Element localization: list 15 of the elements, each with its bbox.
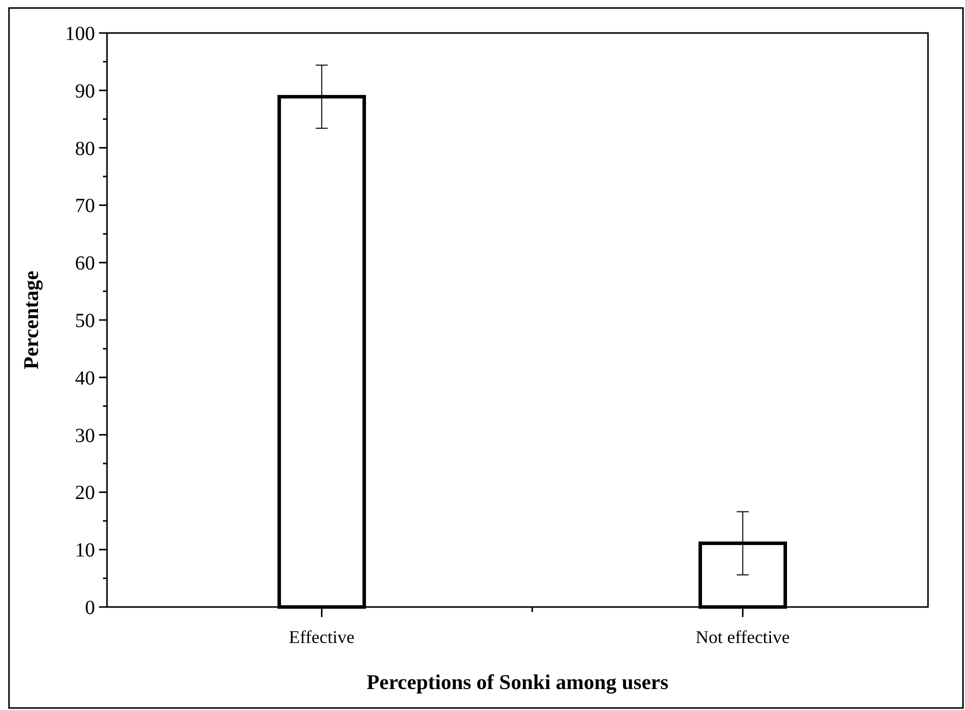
x-axis-title: Perceptions of Sonki among users <box>366 670 668 694</box>
y-tick-label: 0 <box>85 597 95 619</box>
y-tick-label: 20 <box>75 482 95 504</box>
y-tick-label: 60 <box>75 252 95 275</box>
y-tick-label: 70 <box>75 195 95 218</box>
y-tick-label: 40 <box>75 367 95 390</box>
x-tick-label: Not effective <box>696 627 790 647</box>
y-tick-label: 50 <box>75 310 95 332</box>
y-tick-label: 90 <box>75 80 95 102</box>
y-tick-label: 100 <box>65 23 95 45</box>
x-tick-label: Effective <box>288 627 355 647</box>
y-tick-label: 10 <box>75 540 95 562</box>
y-axis-title: Percentage <box>19 270 43 370</box>
y-tick-label: 80 <box>75 138 95 160</box>
y-tick-label: 30 <box>75 424 95 447</box>
